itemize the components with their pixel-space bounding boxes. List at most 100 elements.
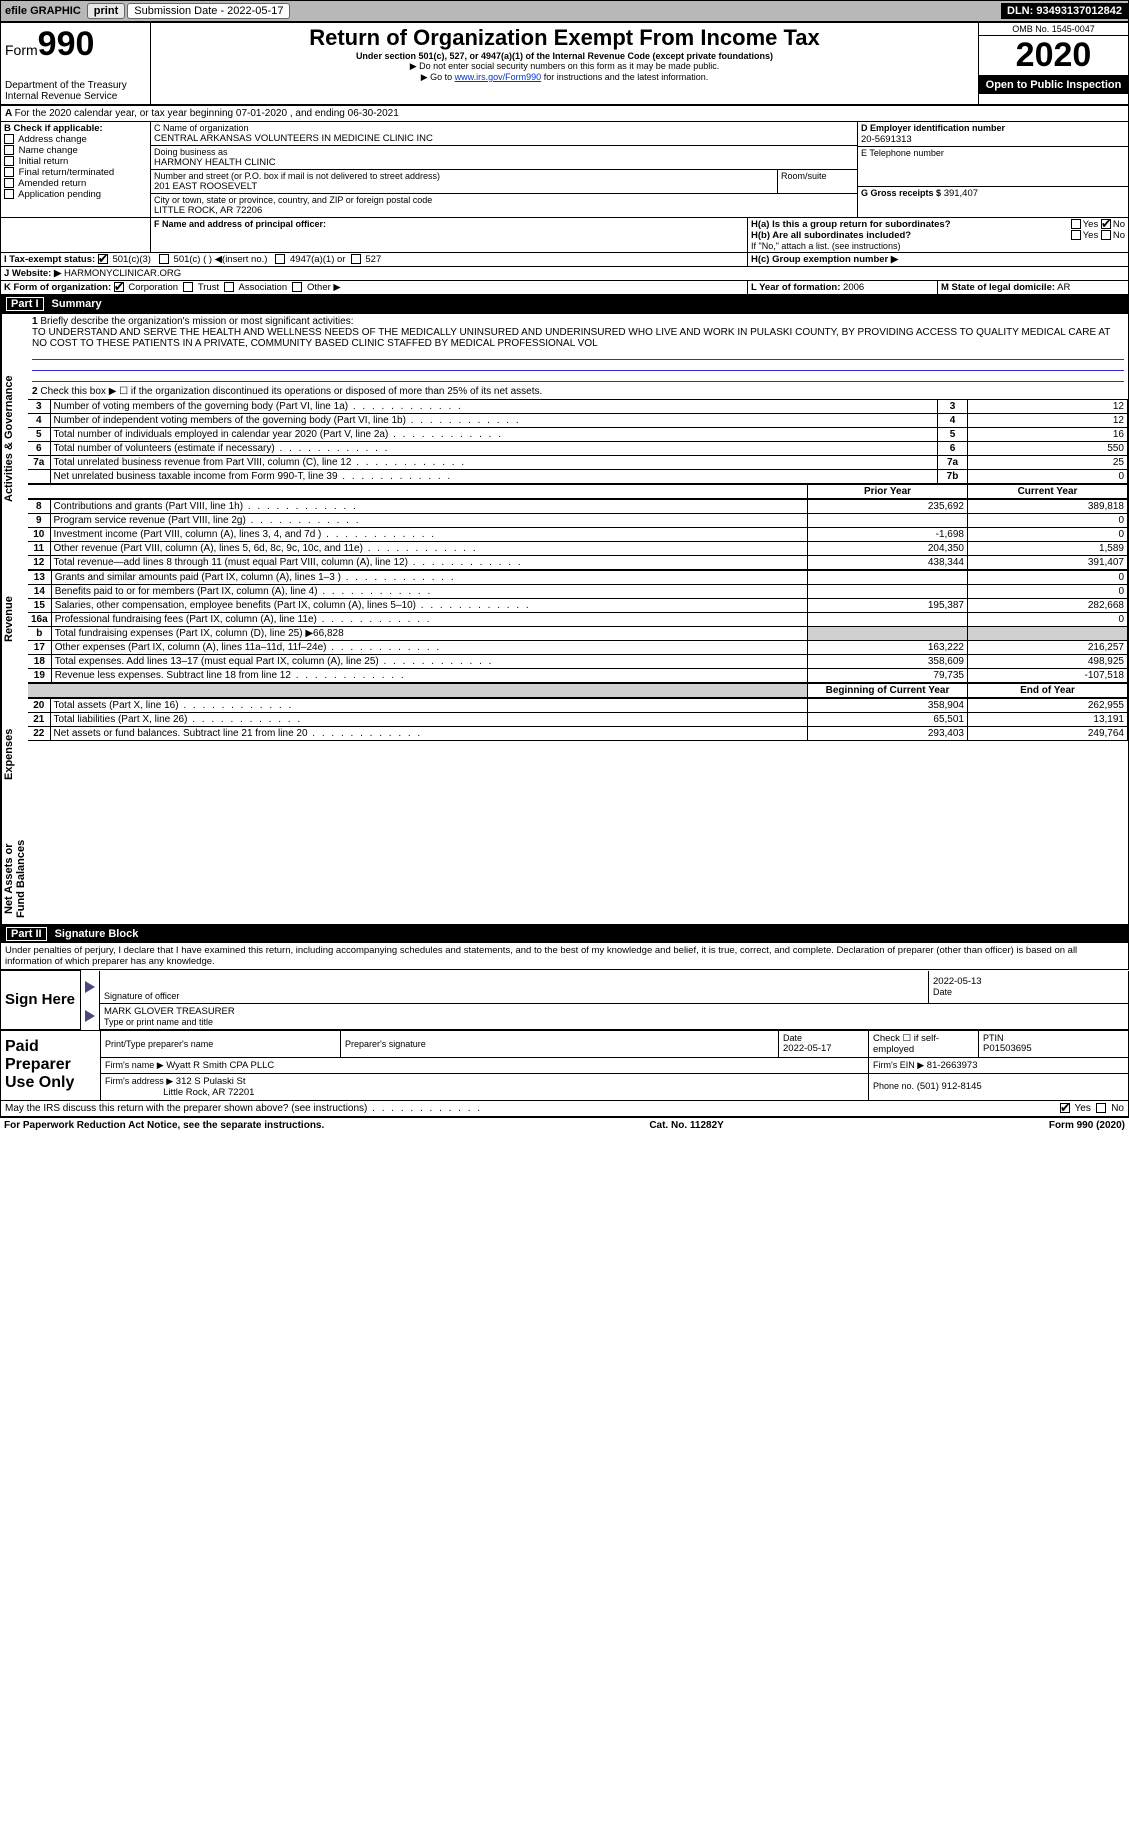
line-j: J Website: ▶ HARMONYCLINICAR.ORG [0,266,1129,281]
table-row: 16aProfessional fundraising fees (Part I… [28,613,1128,627]
discuss-no-checkbox[interactable] [1096,1103,1106,1113]
501c3-checkbox[interactable] [98,254,108,264]
checkbox[interactable] [4,134,14,144]
sign-here-block: Sign Here Signature of officer 2022-05-1… [0,970,1129,1030]
submission-date: Submission Date - 2022-05-17 [127,3,290,19]
year-formation: 2006 [843,282,864,293]
fh-block: F Name and address of principal officer:… [0,218,1129,253]
opt-4947: 4947(a)(1) or [290,254,345,265]
checkbox[interactable] [4,178,14,188]
checkbox[interactable] [4,156,14,166]
part2-header: Part II Signature Block [0,925,1129,943]
year-header: Prior YearCurrent Year [28,484,1128,499]
opt-assoc: Association [239,282,288,293]
part1-num: Part I [6,297,44,311]
discuss-yes-checkbox[interactable] [1060,1103,1070,1113]
ha-yes-checkbox[interactable] [1071,219,1081,229]
corp-checkbox[interactable] [114,282,124,292]
k-label: K Form of organization: [4,282,111,293]
opt-501c3: 501(c)(3) [112,254,151,265]
discuss-yes: Yes [1075,1103,1091,1114]
table-row: 4Number of independent voting members of… [28,414,1128,428]
firm-ein: 81-2663973 [927,1060,978,1071]
efile-topbar: efile GRAPHIC print Submission Date - 20… [0,0,1129,22]
g-label: G Gross receipts $ [861,188,941,198]
form-subtitle-2: ▶ Do not enter social security numbers o… [157,61,972,72]
table-row: bTotal fundraising expenses (Part IX, co… [28,627,1128,641]
box-f: F Name and address of principal officer: [151,218,748,252]
table-row: 19Revenue less expenses. Subtract line 1… [28,669,1128,683]
table-row: 11Other revenue (Part VIII, column (A), … [28,542,1128,556]
line-klm: K Form of organization: Corporation Trus… [0,281,1129,295]
m-label: M State of legal domicile: [941,282,1055,293]
table-row: 3Number of voting members of the governi… [28,400,1128,414]
b-option: Initial return [4,156,147,167]
hb-no-checkbox[interactable] [1101,230,1111,240]
state-domicile: AR [1057,282,1070,293]
line-a: A For the 2020 calendar year, or tax yea… [0,105,1129,122]
prep-date: 2022-05-17 [783,1043,832,1054]
other-checkbox[interactable] [292,282,302,292]
hb-note: If "No," attach a list. (see instruction… [751,241,1125,251]
box-b: B Check if applicable: Address change Na… [1,122,151,217]
checkbox[interactable] [4,167,14,177]
print-button[interactable]: print [87,3,125,19]
paid-preparer-block: Paid Preparer Use Only Print/Type prepar… [0,1030,1129,1101]
prep-date-label: Date [783,1033,864,1043]
table-row: 6Total number of volunteers (estimate if… [28,442,1128,456]
current-year-label: Current Year [968,485,1128,499]
open-inspection: Open to Public Inspection [979,76,1128,94]
room-label: Room/suite [777,170,857,193]
c-label: C Name of organization [154,123,854,133]
table-row: 13Grants and similar amounts paid (Part … [28,571,1128,585]
mission-line1 [32,349,1124,360]
trust-checkbox[interactable] [183,282,193,292]
discuss-text: May the IRS discuss this return with the… [5,1103,367,1114]
table-row: 18Total expenses. Add lines 13–17 (must … [28,655,1128,669]
sig-arrow-icon-2 [85,1010,95,1022]
f-label: F Name and address of principal officer: [154,219,326,229]
firm-ein-label: Firm's EIN ▶ [873,1060,924,1070]
officer-name: MARK GLOVER TREASURER [104,1006,1124,1017]
checkbox[interactable] [4,189,14,199]
sig-arrow-icon [85,981,95,993]
vlabel-expenses: Expenses [1,674,28,834]
org-name: CENTRAL ARKANSAS VOLUNTEERS IN MEDICINE … [154,133,854,144]
form-990: 990 [38,25,95,63]
firm-addr: 312 S Pulaski St [176,1076,246,1087]
hb-yes-checkbox[interactable] [1071,230,1081,240]
tax-period: For the 2020 calendar year, or tax year … [15,108,399,119]
form-word: Form [5,42,38,58]
box-c: C Name of organization CENTRAL ARKANSAS … [151,122,858,217]
addr-label: Number and street (or P.O. box if mail i… [154,171,774,181]
mission-line2 [32,360,1124,371]
ha-no-checkbox[interactable] [1101,219,1111,229]
table-row: 7aTotal unrelated business revenue from … [28,456,1128,470]
sig-date: 2022-05-13 [933,976,1124,987]
prior-year-label: Prior Year [808,485,968,499]
assoc-checkbox[interactable] [224,282,234,292]
header-right: OMB No. 1545-0047 2020 Open to Public In… [978,23,1128,104]
527-checkbox[interactable] [351,254,361,264]
part2-num: Part II [6,927,47,941]
goto-prefix: ▶ Go to [421,72,455,82]
checkbox[interactable] [4,145,14,155]
form-subtitle-1: Under section 501(c), 527, or 4947(a)(1)… [157,51,972,61]
table-row: 15Salaries, other compensation, employee… [28,599,1128,613]
i-label: I Tax-exempt status: [4,254,95,265]
501c-checkbox[interactable] [159,254,169,264]
name-title-label: Type or print name and title [104,1017,1124,1027]
self-employed-check: Check ☐ if self-employed [869,1030,979,1057]
l1-label: Briefly describe the organization's miss… [40,316,353,327]
city-label: City or town, state or province, country… [154,195,854,205]
eoy-label: End of Year [968,684,1128,698]
part1-title: Summary [52,298,102,310]
irs-link[interactable]: www.irs.gov/Form990 [455,72,542,82]
vlabel-activities: Activities & Governance [1,314,28,564]
vlabel-revenue: Revenue [1,564,28,674]
prep-name-label: Print/Type preparer's name [105,1039,336,1049]
4947-checkbox[interactable] [275,254,285,264]
form-subtitle-3: ▶ Go to www.irs.gov/Form990 for instruct… [157,72,972,83]
b-option: Amended return [4,178,147,189]
firm-name: Wyatt R Smith CPA PLLC [166,1060,274,1071]
